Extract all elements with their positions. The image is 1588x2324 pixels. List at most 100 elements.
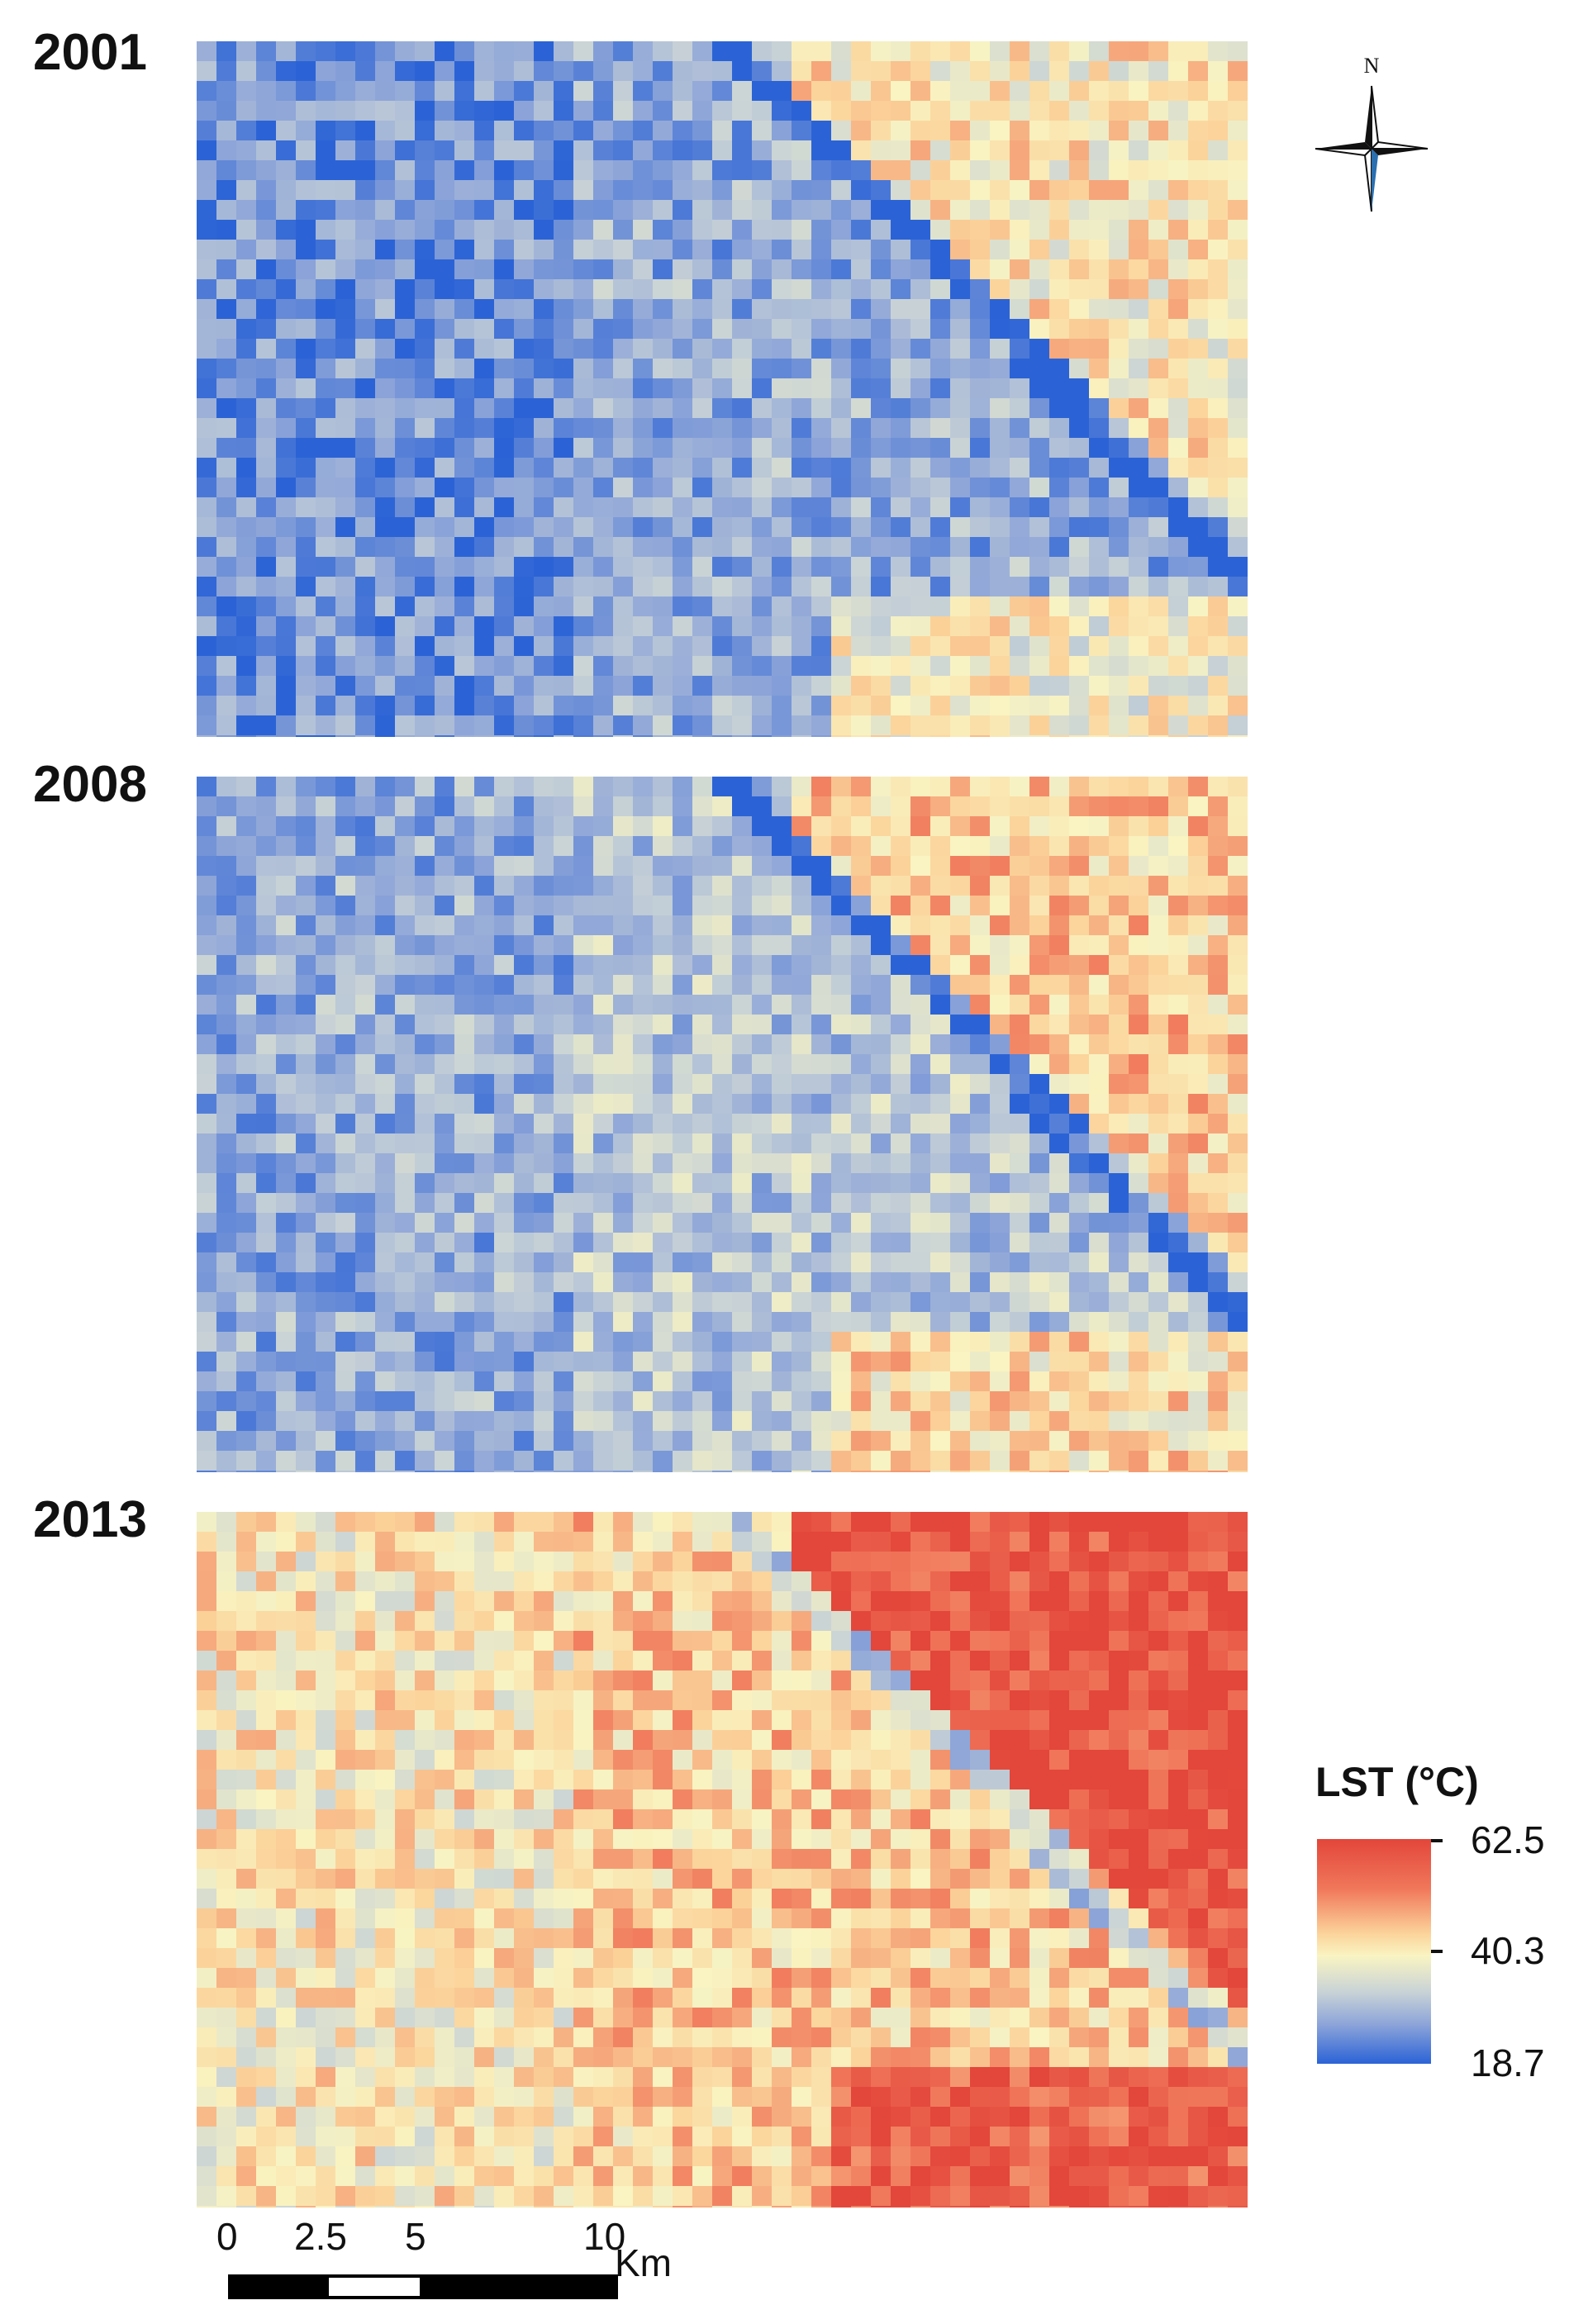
lst-cell bbox=[1228, 656, 1248, 677]
lst-cell bbox=[1109, 1352, 1129, 1372]
lst-cell bbox=[454, 1471, 475, 1472]
lst-cell bbox=[811, 438, 832, 459]
lst-cell bbox=[216, 1710, 237, 1731]
lst-cell bbox=[236, 497, 257, 518]
lst-cell bbox=[1208, 1690, 1229, 1711]
lst-cell bbox=[930, 1411, 951, 1432]
lst-cell bbox=[494, 1352, 515, 1372]
lst-cell bbox=[970, 240, 991, 260]
lst-cell bbox=[712, 1471, 733, 1472]
lst-cell bbox=[554, 319, 574, 340]
lst-cell bbox=[1208, 1512, 1229, 1533]
lst-cell bbox=[1129, 1332, 1149, 1352]
lst-cell bbox=[1069, 1651, 1090, 1671]
lst-cell bbox=[950, 1690, 971, 1711]
lst-cell bbox=[494, 1094, 515, 1114]
lst-cell bbox=[554, 816, 574, 837]
lst-cell bbox=[910, 915, 931, 936]
lst-cell bbox=[1228, 517, 1248, 538]
lst-cell bbox=[712, 816, 733, 837]
lst-cell bbox=[712, 220, 733, 240]
lst-cell bbox=[236, 1770, 257, 1790]
lst-cell bbox=[1109, 577, 1129, 597]
lst-cell bbox=[792, 101, 812, 121]
lst-cell bbox=[335, 1352, 356, 1372]
lst-cell bbox=[891, 299, 911, 320]
lst-cell bbox=[1129, 398, 1149, 419]
lst-cell bbox=[871, 359, 891, 379]
lst-cell bbox=[950, 438, 971, 459]
lst-cell bbox=[494, 478, 515, 498]
lst-cell bbox=[692, 596, 713, 617]
lst-cell bbox=[375, 339, 396, 359]
lst-cell bbox=[316, 577, 336, 597]
lst-cell bbox=[1069, 1710, 1090, 1731]
lst-cell bbox=[732, 1789, 753, 1810]
lst-cell bbox=[1129, 240, 1149, 260]
lst-cell bbox=[216, 458, 237, 478]
lst-cell bbox=[613, 735, 634, 737]
lst-cell bbox=[1188, 1591, 1209, 1612]
lst-cell bbox=[216, 577, 237, 597]
lst-cell bbox=[415, 240, 435, 260]
lst-cell bbox=[1069, 1611, 1090, 1632]
lst-cell bbox=[197, 497, 217, 518]
lst-cell bbox=[1049, 458, 1070, 478]
lst-cell bbox=[633, 1391, 654, 1412]
lst-cell bbox=[732, 1034, 753, 1055]
lst-cell bbox=[910, 656, 931, 677]
lst-cell bbox=[1129, 577, 1149, 597]
lst-cell bbox=[1188, 1094, 1209, 1114]
lst-cell bbox=[1109, 596, 1129, 617]
lst-cell bbox=[494, 1471, 515, 1472]
lst-cell bbox=[673, 1312, 693, 1333]
lst-cell bbox=[1168, 240, 1189, 260]
lst-cell bbox=[1109, 200, 1129, 221]
lst-cell bbox=[772, 1829, 792, 1850]
lst-cell bbox=[871, 220, 891, 240]
lst-cell bbox=[415, 81, 435, 102]
lst-cell bbox=[415, 1829, 435, 1850]
lst-cell bbox=[1069, 1391, 1090, 1412]
lst-cell bbox=[296, 1133, 316, 1154]
lst-cell bbox=[573, 1829, 594, 1850]
lst-cell bbox=[950, 1829, 971, 1850]
lst-cell bbox=[534, 1015, 554, 1035]
lst-cell bbox=[593, 61, 614, 82]
lst-cell bbox=[1228, 1710, 1248, 1731]
lst-cell bbox=[593, 299, 614, 320]
lst-cell bbox=[197, 1133, 217, 1154]
lst-cell bbox=[633, 1133, 654, 1154]
lst-cell bbox=[910, 1292, 931, 1313]
lst-cell bbox=[573, 1054, 594, 1075]
lst-cell bbox=[831, 1471, 852, 1472]
lst-cell bbox=[474, 836, 495, 857]
lst-cell bbox=[772, 1094, 792, 1114]
lst-cell bbox=[1129, 1591, 1149, 1612]
lst-cell bbox=[573, 1690, 594, 1711]
lst-cell bbox=[653, 596, 673, 617]
lst-cell bbox=[1109, 160, 1129, 181]
lst-cell bbox=[851, 975, 872, 996]
lst-cell bbox=[316, 1213, 336, 1233]
lst-cell bbox=[970, 537, 991, 558]
lst-cell bbox=[494, 279, 515, 300]
lst-cell bbox=[593, 1809, 614, 1830]
lst-cell bbox=[1208, 1471, 1229, 1472]
lst-cell bbox=[752, 1571, 773, 1592]
lst-cell bbox=[1168, 1054, 1189, 1075]
lst-cell bbox=[772, 557, 792, 577]
lst-cell bbox=[1148, 1591, 1169, 1612]
lst-cell bbox=[732, 1512, 753, 1533]
lst-cell bbox=[673, 676, 693, 696]
lst-cell bbox=[355, 517, 376, 538]
lst-cell bbox=[811, 378, 832, 399]
lst-cell bbox=[236, 1352, 257, 1372]
lst-cell bbox=[435, 81, 455, 102]
lst-cell bbox=[891, 81, 911, 102]
lst-cell bbox=[1208, 1054, 1229, 1075]
lst-cell bbox=[1069, 1332, 1090, 1352]
lst-cell bbox=[1109, 398, 1129, 419]
lst-cell bbox=[1228, 1252, 1248, 1273]
lst-cell bbox=[712, 735, 733, 737]
